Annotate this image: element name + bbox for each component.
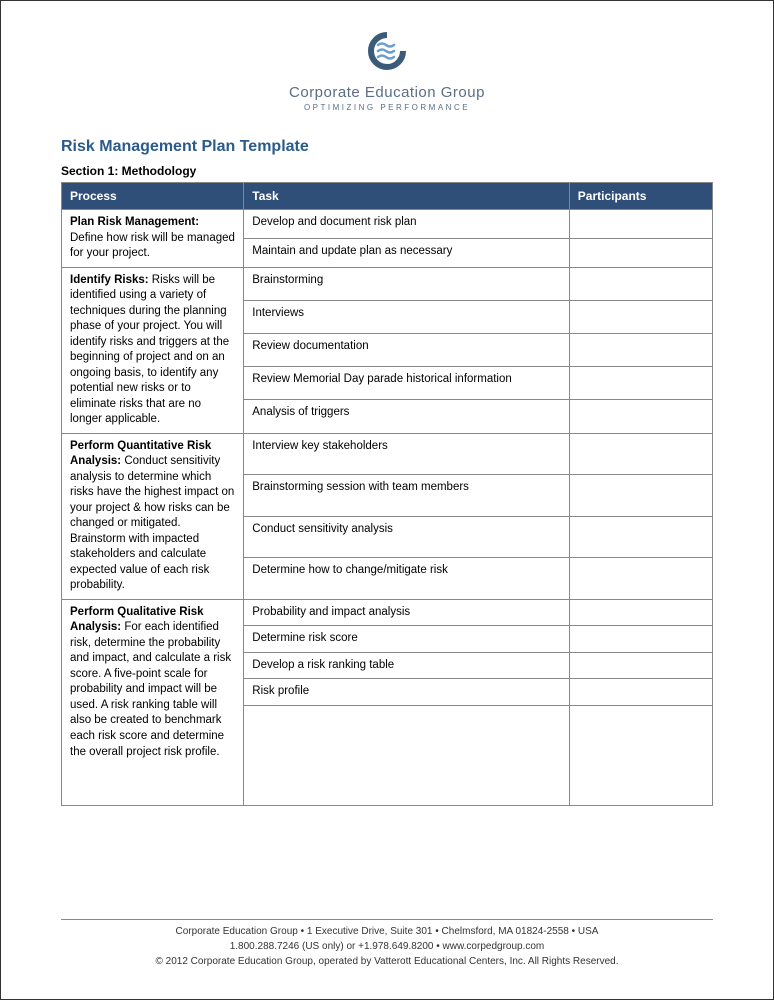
- process-description: Define how risk will be managed for your…: [70, 232, 235, 260]
- task-cell: Maintain and update plan as necessary: [244, 238, 570, 267]
- header-participants: Participants: [569, 183, 712, 210]
- participants-cell: [569, 400, 712, 433]
- participants-cell: [569, 599, 712, 626]
- process-heading: Identify Risks:: [70, 274, 149, 286]
- task-cell: Conduct sensitivity analysis: [244, 516, 570, 558]
- task-cell: Brainstorming: [244, 267, 570, 300]
- task-cell: Analysis of triggers: [244, 400, 570, 433]
- participants-cell-empty: [569, 705, 712, 805]
- methodology-table: Process Task Participants Plan Risk Mana…: [61, 182, 713, 806]
- task-cell: Interview key stakeholders: [244, 433, 570, 475]
- table-header-row: Process Task Participants: [62, 183, 713, 210]
- participants-cell: [569, 679, 712, 706]
- table-row: Perform Qualitative Risk Analysis: For e…: [62, 599, 713, 626]
- task-cell: Determine how to change/mitigate risk: [244, 558, 570, 600]
- participants-cell: [569, 626, 712, 653]
- process-cell: Perform Qualitative Risk Analysis: For e…: [62, 599, 244, 805]
- task-cell: Develop a risk ranking table: [244, 652, 570, 679]
- document-title: Risk Management Plan Template: [61, 138, 713, 156]
- task-cell: Review documentation: [244, 333, 570, 366]
- table-row: Plan Risk Management: Define how risk wi…: [62, 210, 713, 239]
- process-description: For each identified risk, determine the …: [70, 621, 231, 757]
- task-cell: Review Memorial Day parade historical in…: [244, 367, 570, 400]
- participants-cell: [569, 267, 712, 300]
- participants-cell: [569, 300, 712, 333]
- participants-cell: [569, 652, 712, 679]
- participants-cell: [569, 210, 712, 239]
- process-cell: Identify Risks: Risks will be identified…: [62, 267, 244, 433]
- process-description: Risks will be identified using a variety…: [70, 274, 229, 426]
- table-row: Identify Risks: Risks will be identified…: [62, 267, 713, 300]
- logo-name: Corporate Education Group: [61, 84, 713, 101]
- participants-cell: [569, 516, 712, 558]
- participants-cell: [569, 333, 712, 366]
- task-cell: Risk profile: [244, 679, 570, 706]
- participants-cell: [569, 367, 712, 400]
- page-footer: Corporate Education Group • 1 Executive …: [61, 919, 713, 969]
- process-heading: Plan Risk Management:: [70, 216, 199, 228]
- header-task: Task: [244, 183, 570, 210]
- logo-block: Corporate Education Group OPTIMIZING PER…: [61, 31, 713, 112]
- task-cell-empty: [244, 705, 570, 805]
- header-process: Process: [62, 183, 244, 210]
- logo-tagline: OPTIMIZING PERFORMANCE: [61, 103, 713, 112]
- task-cell: Brainstorming session with team members: [244, 475, 570, 517]
- footer-line-2: 1.800.288.7246 (US only) or +1.978.649.8…: [61, 939, 713, 954]
- footer-line-1: Corporate Education Group • 1 Executive …: [61, 924, 713, 939]
- participants-cell: [569, 475, 712, 517]
- table-row: Perform Quantitative Risk Analysis: Cond…: [62, 433, 713, 475]
- process-cell: Perform Quantitative Risk Analysis: Cond…: [62, 433, 244, 599]
- task-cell: Develop and document risk plan: [244, 210, 570, 239]
- task-cell: Determine risk score: [244, 626, 570, 653]
- task-cell: Interviews: [244, 300, 570, 333]
- participants-cell: [569, 238, 712, 267]
- logo-mark-icon: [364, 31, 410, 76]
- section-title: Section 1: Methodology: [61, 164, 713, 178]
- participants-cell: [569, 433, 712, 475]
- participants-cell: [569, 558, 712, 600]
- process-description: Conduct sensitivity analysis to determin…: [70, 455, 234, 591]
- process-cell: Plan Risk Management: Define how risk wi…: [62, 210, 244, 268]
- document-page: Corporate Education Group OPTIMIZING PER…: [0, 0, 774, 1000]
- footer-line-3: © 2012 Corporate Education Group, operat…: [61, 954, 713, 969]
- task-cell: Probability and impact analysis: [244, 599, 570, 626]
